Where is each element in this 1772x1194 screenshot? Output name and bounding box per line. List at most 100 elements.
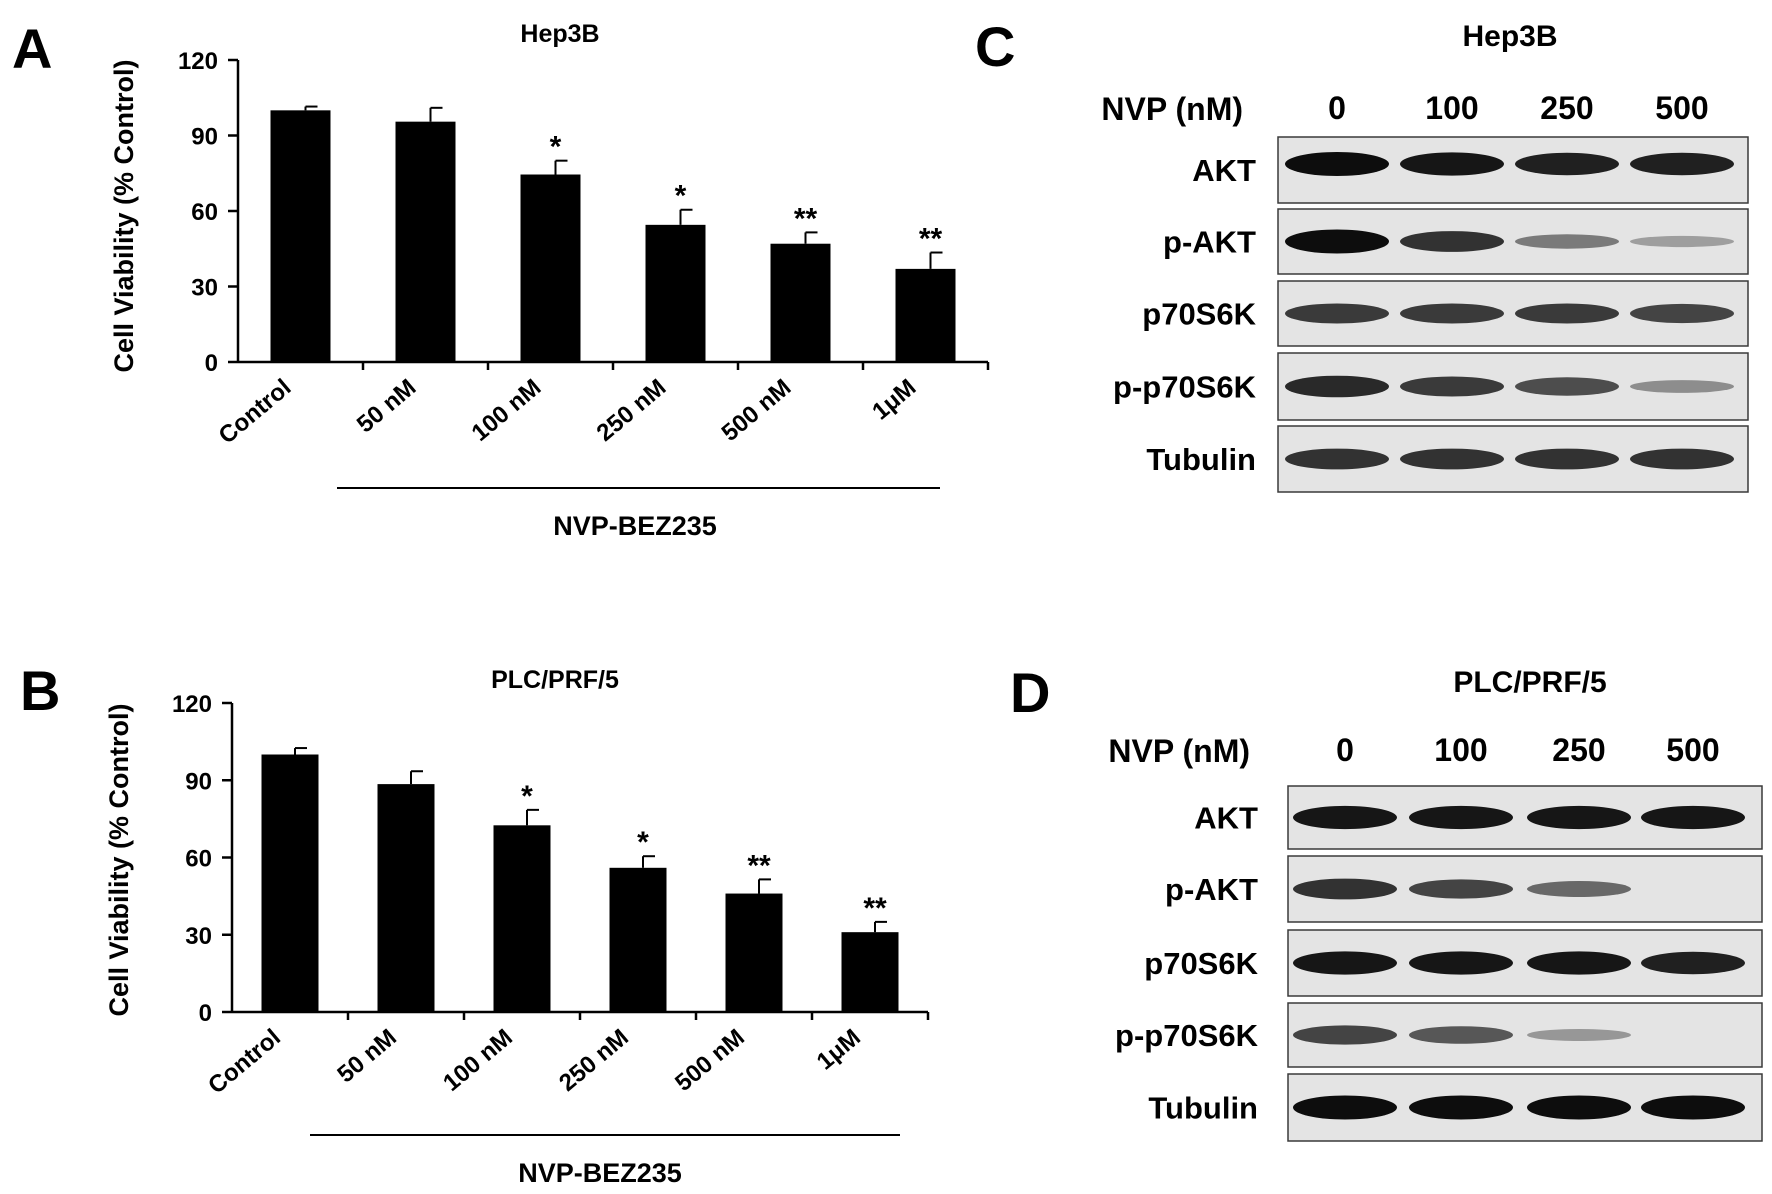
panel-c: C Hep3B NVP (nM) 0 100 250 500 AKT p-AKT p70S6…	[975, 15, 1749, 493]
dose-label: 500	[1666, 732, 1719, 768]
dose-label: 100	[1425, 90, 1478, 126]
protein-band	[1641, 1095, 1745, 1120]
significance-marker: *	[675, 180, 687, 213]
protein-band	[1527, 881, 1631, 897]
protein-band	[1527, 1029, 1631, 1041]
protein-band	[1400, 303, 1504, 324]
bar	[645, 224, 706, 362]
bar	[377, 784, 435, 1012]
bar	[493, 825, 551, 1012]
bar	[520, 174, 581, 362]
protein-band	[1630, 303, 1734, 324]
y-tick-label: 90	[191, 124, 218, 151]
protein-band	[1409, 805, 1513, 830]
panel-a-group-label: NVP-BEZ235	[553, 511, 717, 541]
y-tick-label: 90	[185, 768, 212, 795]
protein-band	[1641, 951, 1745, 975]
blot-row: p-AKT	[1163, 208, 1749, 275]
panel-c-dose-label: NVP (nM)	[1101, 91, 1243, 127]
bar	[395, 121, 456, 363]
dose-label: 0	[1328, 90, 1346, 126]
protein-band	[1285, 303, 1389, 324]
protein-band	[1515, 303, 1619, 324]
panel-letter-b: B	[20, 659, 60, 722]
protein-band	[1630, 235, 1734, 248]
dose-label: 500	[1655, 90, 1708, 126]
panel-letter-d: D	[1010, 661, 1050, 724]
protein-band	[1527, 1095, 1631, 1120]
blot-row: p-AKT	[1165, 855, 1763, 923]
y-tick-label: 120	[178, 48, 218, 75]
significance-marker: *	[521, 780, 533, 813]
protein-band	[1293, 1095, 1397, 1120]
protein-label: p-AKT	[1163, 225, 1256, 260]
protein-band	[1641, 805, 1745, 830]
y-tick-label: 60	[191, 199, 218, 226]
panel-a-title: Hep3B	[520, 20, 599, 48]
protein-band	[1285, 229, 1389, 254]
blot-c: 0 100 250 500 AKT p-AKT p70S6K p-p70S6K Tubulin	[1113, 90, 1749, 493]
y-tick-label: 60	[185, 846, 212, 873]
blot-row: p70S6K	[1142, 280, 1749, 347]
bar	[609, 867, 667, 1012]
protein-label: p-AKT	[1165, 872, 1258, 907]
protein-label: p70S6K	[1142, 297, 1256, 332]
protein-band	[1400, 376, 1504, 397]
significance-marker: **	[794, 202, 818, 235]
protein-label: p-p70S6K	[1115, 1018, 1259, 1053]
blot-row: p-p70S6K	[1113, 352, 1749, 421]
protein-band	[1630, 380, 1734, 393]
protein-band	[1293, 878, 1397, 900]
protein-label: Tubulin	[1146, 442, 1256, 477]
protein-band	[1515, 448, 1619, 470]
protein-band	[1515, 377, 1619, 396]
y-tick-label: 120	[172, 691, 212, 718]
protein-label: Tubulin	[1148, 1091, 1258, 1126]
panel-letter-c: C	[975, 15, 1015, 78]
dose-label: 250	[1540, 90, 1593, 126]
protein-band	[1400, 448, 1504, 470]
protein-label: p-p70S6K	[1113, 370, 1257, 405]
blot-row: Tubulin	[1148, 1073, 1763, 1142]
panel-b-group-label: NVP-BEZ235	[518, 1158, 682, 1188]
bar	[841, 932, 899, 1012]
protein-band	[1293, 1025, 1397, 1045]
protein-band	[1630, 152, 1734, 176]
protein-band	[1400, 231, 1504, 252]
dose-label: 250	[1552, 732, 1605, 768]
protein-band	[1409, 951, 1513, 975]
significance-marker: *	[637, 826, 649, 859]
blot-row: p70S6K	[1144, 929, 1763, 997]
bar	[895, 268, 956, 362]
y-tick-label: 0	[205, 350, 218, 377]
protein-band	[1527, 951, 1631, 975]
panel-d-dose-label: NVP (nM)	[1108, 733, 1250, 769]
significance-marker: **	[863, 892, 887, 925]
protein-band	[1285, 448, 1389, 470]
blot-row: Tubulin	[1146, 425, 1749, 493]
protein-band	[1515, 152, 1619, 176]
y-tick-label: 30	[191, 275, 218, 302]
dose-label: 0	[1336, 732, 1354, 768]
protein-band	[1409, 1095, 1513, 1120]
significance-marker: *	[550, 131, 562, 164]
protein-label: AKT	[1194, 801, 1258, 836]
blot-d: 0 100 250 500 AKT p-AKT p70S6K p-p70S6K Tubulin	[1115, 732, 1763, 1142]
protein-band	[1409, 1026, 1513, 1044]
bar	[725, 893, 783, 1012]
protein-band	[1293, 805, 1397, 830]
protein-band	[1285, 152, 1389, 176]
dose-label: 100	[1434, 732, 1487, 768]
significance-marker: **	[919, 223, 943, 256]
protein-band	[1409, 879, 1513, 899]
bar	[770, 243, 831, 362]
protein-band	[1630, 448, 1734, 470]
panel-a-y-axis-label: Cell Viability (% Control)	[109, 59, 139, 372]
protein-label: AKT	[1192, 153, 1256, 188]
protein-label: p70S6K	[1144, 946, 1258, 981]
blot-row: AKT	[1194, 785, 1763, 850]
protein-band	[1527, 805, 1631, 830]
panel-c-title: Hep3B	[1462, 20, 1557, 53]
bar	[261, 754, 319, 1012]
